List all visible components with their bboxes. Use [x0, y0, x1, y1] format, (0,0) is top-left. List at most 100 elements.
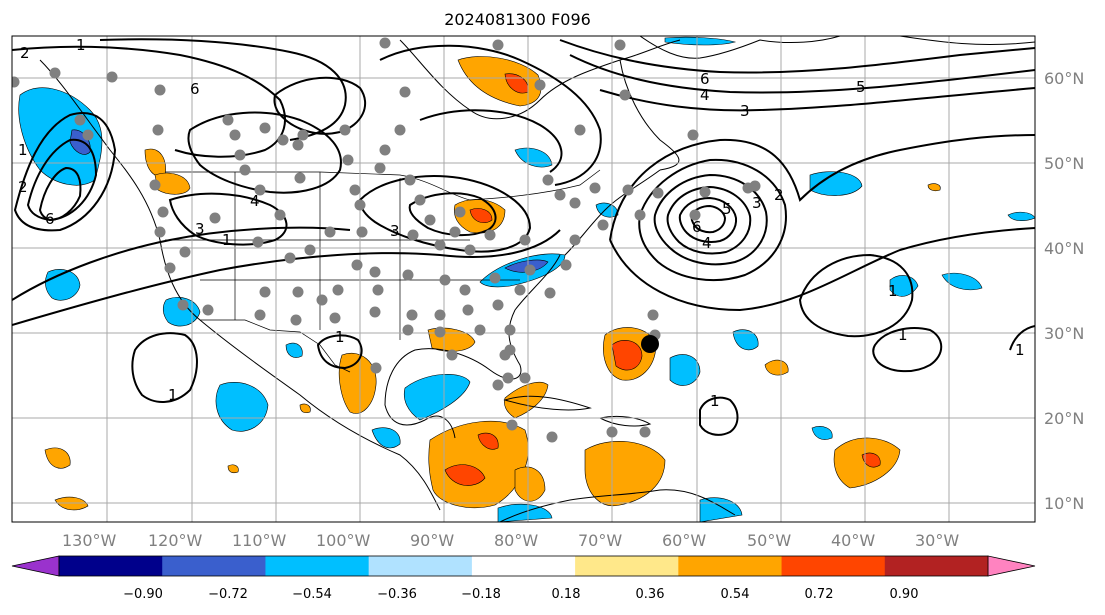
colorbar-min-arrow	[11, 555, 60, 577]
station-dot	[292, 139, 304, 151]
station-dot	[254, 184, 266, 196]
lon-label-110w: 110°W	[232, 531, 287, 550]
colorbar-bin-5	[471, 556, 576, 576]
station-dot	[474, 324, 486, 336]
lon-label-50w: 50°W	[747, 531, 791, 550]
station-dot	[277, 134, 289, 146]
contour-label-5-low: 5	[722, 200, 732, 218]
station-dot	[379, 37, 391, 49]
contour-label-2-coast: 2	[18, 178, 28, 196]
lon-label-100w: 100°W	[316, 531, 371, 550]
station-dot	[372, 284, 384, 296]
colorbar: −0.90 −0.72 −0.54 −0.36 −0.18 0.18 0.36 …	[11, 555, 1036, 602]
station-dot	[489, 272, 501, 284]
station-dot	[154, 84, 166, 96]
shade-blue-pacific-3	[215, 382, 269, 432]
station-dot	[449, 226, 461, 238]
contour-label-1-rockies: 1	[222, 231, 232, 249]
station-dot	[544, 287, 556, 299]
station-dot	[369, 306, 381, 318]
contour-label-1-pac: 1	[168, 386, 178, 404]
contour-pacific-jet-2	[12, 226, 351, 301]
station-dot	[689, 209, 701, 221]
station-dot	[324, 226, 336, 238]
station-dot	[332, 284, 344, 296]
contour-pacific-ridge	[13, 112, 117, 232]
coastline-canada-n	[399, 39, 681, 120]
coastline-labrador	[619, 59, 680, 171]
shade-blue-canada-e	[514, 147, 553, 168]
shade-blue-colombia	[497, 503, 553, 522]
contour-lakes-1	[358, 175, 532, 253]
cb-tick-8: 0.54	[721, 587, 750, 602]
contour-atl-loop-1	[798, 253, 914, 338]
station-dot	[687, 129, 699, 141]
station-dot	[524, 264, 536, 276]
station-dot	[294, 172, 306, 184]
contour-atl-loop-2	[872, 327, 943, 373]
station-dot	[622, 184, 634, 196]
station-dot	[504, 324, 516, 336]
station-dot	[569, 234, 581, 246]
station-dot	[614, 39, 626, 51]
contour-label-3-rockies: 3	[195, 220, 205, 238]
contour-atl-low-1	[638, 158, 787, 282]
station-dot	[569, 197, 581, 209]
lat-label-50n: 50°N	[1044, 154, 1084, 173]
station-dot	[446, 349, 458, 361]
contour-label-6-atl: 6	[700, 70, 710, 88]
lat-label-10n: 10°N	[1044, 494, 1084, 513]
shade-blue-mexico-coast	[403, 373, 471, 421]
contour-atl-loop-3	[699, 396, 739, 436]
station-dot	[329, 312, 341, 324]
shade-orange-mexico	[338, 353, 377, 414]
station-dot	[402, 324, 414, 336]
contour-pacific-ridge-3	[38, 166, 82, 222]
station-dot	[699, 186, 711, 198]
station-dot	[106, 71, 118, 83]
station-dot	[152, 124, 164, 136]
contour-rockies-trough	[168, 192, 288, 246]
colorbar-max-arrow	[987, 555, 1036, 577]
station-dot	[349, 184, 361, 196]
shade-orange-atlantic-1	[764, 359, 789, 376]
station-dot	[519, 234, 531, 246]
coastline-south-am	[499, 489, 736, 522]
cb-tick-4: −0.36	[377, 587, 417, 602]
contour-label-1-atl-2: 1	[898, 326, 908, 344]
contour-atl-ridge	[609, 227, 1035, 312]
contour-label-1-caribbean: 1	[710, 392, 720, 410]
cb-tick-5: −0.18	[461, 587, 501, 602]
lon-label-30w: 30°W	[915, 531, 959, 550]
contour-label-1-atl: 1	[888, 282, 898, 300]
colorbar-bin-2	[162, 556, 266, 576]
station-dot	[399, 86, 411, 98]
contour-label-1-coast: 1	[18, 141, 28, 159]
station-dot	[519, 372, 531, 384]
station-dot	[370, 362, 382, 374]
station-dot	[354, 199, 366, 211]
station-dot	[492, 39, 504, 51]
contour-atl-north-1	[559, 39, 1035, 74]
station-dot	[304, 244, 316, 256]
coastline-hispaniola	[598, 415, 652, 427]
station-dot	[164, 262, 176, 274]
station-dot	[424, 214, 436, 226]
colorbar-bin-4	[368, 556, 473, 576]
station-dot	[259, 286, 271, 298]
shade-blue-atlantic-4	[941, 272, 983, 291]
shade-blue-mexico-w	[285, 342, 303, 358]
station-dot	[274, 209, 286, 221]
storm-center-marker	[641, 335, 659, 353]
station-dot	[316, 294, 328, 306]
contour-label-2-low: 2	[774, 186, 784, 204]
station-dot	[177, 299, 189, 311]
station-dot	[209, 212, 221, 224]
shade-blue-pac-central-am	[371, 427, 401, 449]
station-dot	[606, 426, 618, 438]
colorbar-bin-3	[265, 556, 370, 576]
cb-tick-10: 0.90	[890, 587, 919, 602]
colorbar-bin-7	[678, 556, 783, 576]
lat-label-20n: 20°N	[1044, 409, 1084, 428]
